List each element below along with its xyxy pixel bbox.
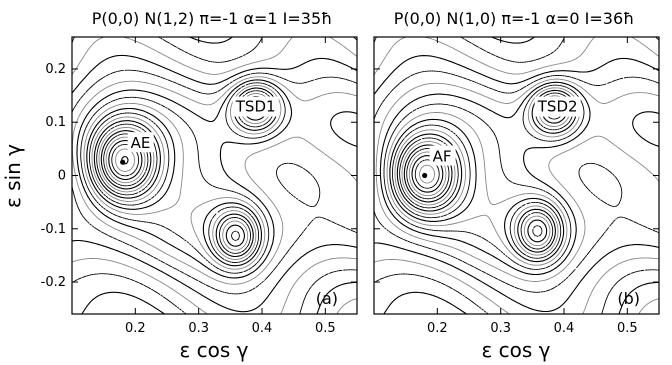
contour-line bbox=[100, 130, 245, 247]
y-tick-label: 0.2 bbox=[45, 62, 66, 77]
contour-line bbox=[375, 78, 659, 282]
y-tick-label: 0.1 bbox=[45, 115, 66, 130]
panel-a: P(0,0) N(1,2) π=-1 α=1 I=35ħ 0.2 0.3 0.4 0.… bbox=[41, 9, 358, 336]
y-tick-label: 0 bbox=[58, 169, 66, 184]
x-axis-label-b: ε cos γ bbox=[481, 338, 550, 362]
annotation-label: TSD2 bbox=[537, 98, 578, 116]
contour-line bbox=[374, 37, 659, 314]
x-tick-label: 0.5 bbox=[617, 321, 638, 336]
contour-line bbox=[76, 79, 357, 279]
panel-a-ticks: 0.2 0.3 0.4 0.5 0.2 0.1 0 -0.1 -0.2 bbox=[41, 37, 357, 336]
annotation-bg bbox=[534, 96, 581, 117]
contour-line bbox=[72, 69, 357, 295]
contour-line bbox=[72, 54, 357, 313]
panel-b-title: P(0,0) N(1,0) π=-1 α=0 I=36ħ bbox=[394, 9, 635, 28]
contour-line bbox=[383, 84, 585, 270]
contour-line bbox=[72, 37, 357, 314]
x-tick-label: 0.3 bbox=[188, 321, 209, 336]
annotation-label: TSD1 bbox=[235, 98, 276, 116]
y-axis-label: ε sin γ bbox=[1, 144, 25, 208]
contour-line bbox=[383, 37, 659, 314]
annotation-bg bbox=[127, 132, 154, 153]
x-axis-label-a: ε cos γ bbox=[179, 338, 248, 362]
contour-line bbox=[394, 95, 571, 256]
panel-a-annotations: AE TSD1 bbox=[120, 96, 279, 165]
x-tick-label: 0.4 bbox=[554, 321, 575, 336]
y-tick-label: -0.2 bbox=[41, 275, 66, 290]
contour-line bbox=[638, 298, 659, 314]
y-tick-label: -0.1 bbox=[41, 222, 66, 237]
contour-line bbox=[72, 37, 357, 314]
contour-line bbox=[83, 85, 282, 270]
contour-line bbox=[336, 298, 357, 314]
x-tick-label: 0.3 bbox=[490, 321, 511, 336]
panel-a-title: P(0,0) N(1,2) π=-1 α=1 I=35ħ bbox=[92, 9, 333, 28]
annotation-label: AE bbox=[131, 134, 151, 152]
annotation-bg bbox=[232, 96, 279, 117]
panel-b-annotations: AF TSD2 bbox=[422, 96, 581, 179]
panel-b: P(0,0) N(1,0) π=-1 α=0 I=36ħ 0.2 0.3 0.4 0.… bbox=[373, 9, 660, 336]
contour-line bbox=[379, 81, 659, 276]
annotation-bg bbox=[429, 145, 456, 166]
x-tick-label: 0.2 bbox=[427, 321, 448, 336]
panel-a-label: (a) bbox=[316, 289, 338, 308]
panel-b-ticks: 0.2 0.3 0.4 0.5 bbox=[374, 37, 659, 336]
contour-line bbox=[374, 37, 659, 314]
contour-line bbox=[115, 148, 136, 172]
x-tick-label: 0.4 bbox=[252, 321, 273, 336]
contour-line bbox=[81, 37, 357, 314]
panel-b-label: (b) bbox=[617, 289, 640, 308]
contour-line bbox=[72, 76, 357, 285]
contour-line bbox=[80, 82, 286, 274]
minimum-point bbox=[422, 172, 428, 179]
contour-line bbox=[399, 101, 564, 250]
contour-line bbox=[389, 89, 577, 263]
minimum-point bbox=[120, 159, 126, 165]
x-tick-label: 0.2 bbox=[125, 321, 146, 336]
x-tick-label: 0.5 bbox=[315, 321, 336, 336]
panel-b-contours bbox=[374, 37, 659, 314]
panel-a-contours bbox=[72, 37, 357, 314]
contour-line bbox=[374, 70, 659, 293]
contour-line bbox=[419, 164, 436, 184]
contour-line bbox=[374, 55, 659, 313]
panel-b-frame bbox=[373, 36, 660, 315]
annotation-label: AF bbox=[433, 148, 452, 166]
